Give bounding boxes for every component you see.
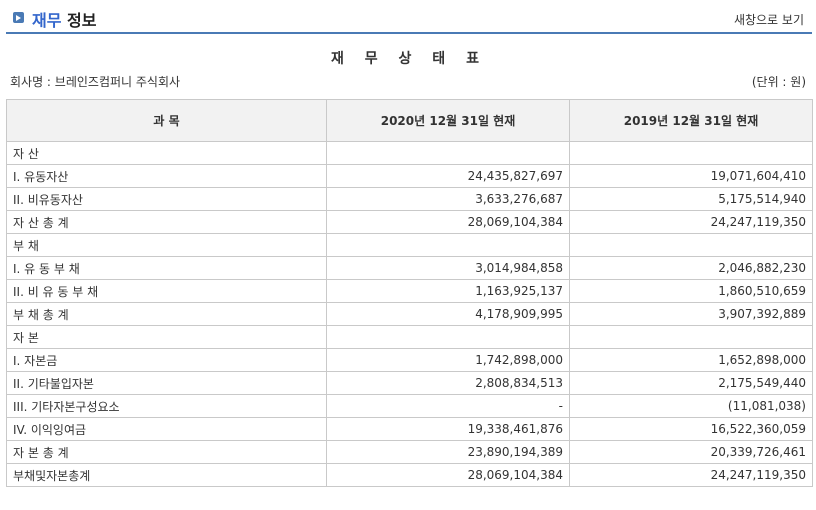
table-row: 자 본 [6, 325, 813, 349]
unit-label: (단위 : 원) [751, 75, 806, 89]
row-value-2019: 20,339,726,461 [569, 440, 813, 464]
row-value-2019: 24,247,119,350 [569, 463, 813, 487]
row-label: 자 산 [6, 141, 327, 165]
company-name: 회사명 : 브레인즈컴퍼니 주식회사 [10, 75, 181, 89]
row-value-2019: (11,081,038) [569, 394, 813, 418]
row-label: 자 본 총 계 [6, 440, 327, 464]
table-row: 부채및자본총계 28,069,104,384 24,247,119,350 [6, 463, 813, 487]
row-value-2019: 1,652,898,000 [569, 348, 813, 372]
section-header: 재무 정보 새창으로 보기 [6, 0, 812, 34]
row-value-2019: 2,046,882,230 [569, 256, 813, 280]
row-value-2019: 19,071,604,410 [569, 164, 813, 188]
row-value-2019: 1,860,510,659 [569, 279, 813, 303]
row-value-2020: 28,069,104,384 [326, 210, 570, 234]
row-label: IV. 이익잉여금 [6, 417, 327, 441]
row-value-2020: 3,014,984,858 [326, 256, 570, 280]
row-value-2020: 4,178,909,995 [326, 302, 570, 326]
row-value-2020: 1,163,925,137 [326, 279, 570, 303]
row-label: 부채및자본총계 [6, 463, 327, 487]
document-title: 재 무 상 태 표 [331, 51, 487, 67]
row-value-2020 [326, 325, 570, 349]
row-value-2019 [569, 233, 813, 257]
page-title: 재무 정보 [32, 7, 96, 31]
row-label: II. 비유동자산 [6, 187, 327, 211]
row-value-2019: 3,907,392,889 [569, 302, 813, 326]
row-value-2020: 19,338,461,876 [326, 417, 570, 441]
row-label: 자 본 [6, 325, 327, 349]
table-row: 자 산 [6, 141, 813, 165]
row-value-2019: 2,175,549,440 [569, 371, 813, 395]
table-row: III. 기타자본구성요소 - (11,081,038) [6, 394, 813, 418]
row-value-2020 [326, 233, 570, 257]
row-value-2020: 3,633,276,687 [326, 187, 570, 211]
table-row: 부 채 총 계 4,178,909,995 3,907,392,889 [6, 302, 813, 326]
row-value-2019 [569, 141, 813, 165]
row-label: II. 비 유 동 부 채 [6, 279, 327, 303]
row-label: 부 채 [6, 233, 327, 257]
new-window-link[interactable]: 새창으로 보기 [733, 13, 804, 27]
row-value-2020: 23,890,194,389 [326, 440, 570, 464]
column-header-2020: 2020년 12월 31일 현재 [326, 99, 570, 142]
table-row: IV. 이익잉여금 19,338,461,876 16,522,360,059 [6, 417, 813, 441]
row-value-2020 [326, 141, 570, 165]
table-row: 자 본 총 계 23,890,194,389 20,339,726,461 [6, 440, 813, 464]
row-label: 부 채 총 계 [6, 302, 327, 326]
table-row: 자 산 총 계 28,069,104,384 24,247,119,350 [6, 210, 813, 234]
row-value-2020: 2,808,834,513 [326, 371, 570, 395]
table-row: II. 비유동자산 3,633,276,687 5,175,514,940 [6, 187, 813, 211]
table-row: I. 유동자산 24,435,827,697 19,071,604,410 [6, 164, 813, 188]
row-value-2019 [569, 325, 813, 349]
row-value-2020: 1,742,898,000 [326, 348, 570, 372]
page-title-rest: 정보 [67, 11, 97, 30]
table-header-row: 과 목 2020년 12월 31일 현재 2019년 12월 31일 현재 [6, 99, 813, 142]
row-value-2019: 5,175,514,940 [569, 187, 813, 211]
balance-sheet-table: 과 목 2020년 12월 31일 현재 2019년 12월 31일 현재 자 … [6, 99, 813, 487]
table-row: I. 자본금 1,742,898,000 1,652,898,000 [6, 348, 813, 372]
row-value-2020: - [326, 394, 570, 418]
table-row: II. 기타불입자본 2,808,834,513 2,175,549,440 [6, 371, 813, 395]
row-label: I. 유 동 부 채 [6, 256, 327, 280]
row-label: I. 자본금 [6, 348, 327, 372]
row-value-2020: 28,069,104,384 [326, 463, 570, 487]
row-label: III. 기타자본구성요소 [6, 394, 327, 418]
row-label: 자 산 총 계 [6, 210, 327, 234]
row-value-2020: 24,435,827,697 [326, 164, 570, 188]
row-value-2019: 16,522,360,059 [569, 417, 813, 441]
table-row: 부 채 [6, 233, 813, 257]
table-row: II. 비 유 동 부 채 1,163,925,137 1,860,510,659 [6, 279, 813, 303]
page-title-accent: 재무 [32, 11, 62, 30]
row-label: II. 기타불입자본 [6, 371, 327, 395]
column-header-account: 과 목 [6, 99, 327, 142]
bullet-arrow-icon [13, 12, 24, 23]
column-header-2019: 2019년 12월 31일 현재 [569, 99, 813, 142]
row-label: I. 유동자산 [6, 164, 327, 188]
table-row: I. 유 동 부 채 3,014,984,858 2,046,882,230 [6, 256, 813, 280]
row-value-2019: 24,247,119,350 [569, 210, 813, 234]
